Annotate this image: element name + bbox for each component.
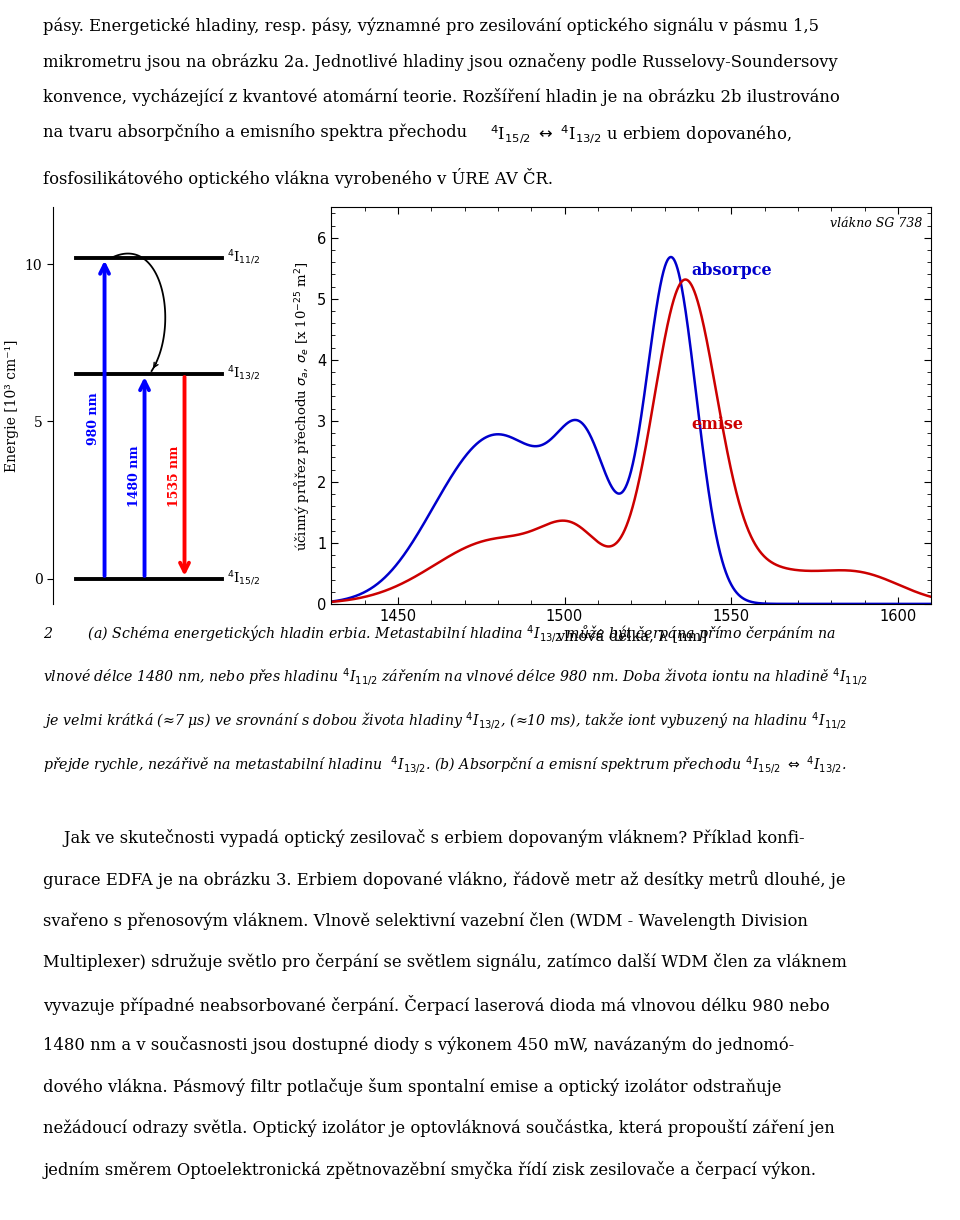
Y-axis label: Energie [10³ cm⁻¹]: Energie [10³ cm⁻¹]	[5, 339, 19, 472]
Text: $^4$I$_{13/2}$: $^4$I$_{13/2}$	[227, 365, 260, 383]
Text: konvence, vycházející z kvantové atomární teorie. Rozšíření hladin je na obrázku: konvence, vycházející z kvantové atomárn…	[43, 88, 840, 106]
Text: vyvazuje případné neabsorbované čerpání. Čerpací laserová dioda má vlnovou délku: vyvazuje případné neabsorbované čerpání.…	[43, 996, 829, 1015]
Text: $^4$I$_{11/2}$: $^4$I$_{11/2}$	[227, 249, 260, 267]
Text: 1535 nm: 1535 nm	[168, 445, 181, 508]
Text: pásy. Energetické hladiny, resp. pásy, významné pro zesilování optického signál: pásy. Energetické hladiny, resp. pásy, v…	[43, 17, 819, 35]
Text: Jak ve skutečnosti vypadá optický zesilovač s erbiem dopovaným vláknem? Příklad : Jak ve skutečnosti vypadá optický zesilo…	[43, 828, 804, 847]
X-axis label: vlnová délka, λ [nm]: vlnová délka, λ [nm]	[556, 630, 707, 643]
Text: nežádoucí odrazy světla. Optický izolátor je optovláknová součástka, která propo: nežádoucí odrazy světla. Optický izoláto…	[43, 1120, 835, 1137]
Text: dového vlákna. Pásmový filtr potlačuje šum spontalní emise a optický izolátor od: dového vlákna. Pásmový filtr potlačuje š…	[43, 1078, 781, 1096]
Text: přejde rychle, nezářivě na metastabilní hladinu  $^4$I$_{13/2}$. (b) Absorpční : přejde rychle, nezářivě na metastabilní …	[43, 754, 847, 776]
Text: fosfosilikátového optického vlákna vyrobeného v ÚRE AV ČR.: fosfosilikátového optického vlákna vyrob…	[43, 168, 553, 188]
Text: Multiplexer) sdružuje světlo pro čerpání se světlem signálu, zatímco další WDM č: Multiplexer) sdružuje světlo pro čerpání…	[43, 954, 847, 971]
Text: vlákno SG 738: vlákno SG 738	[829, 217, 923, 231]
Y-axis label: účinný průřez přechodu $\sigma_a$, $\sigma_e$ [x 10$^{-25}$ m$^2$]: účinný průřez přechodu $\sigma_a$, $\sig…	[293, 261, 311, 550]
Text: 2        (a) Schéma energetických hladin erbia. Metastabilní hladina $^4$I$_{13/: 2 (a) Schéma energetických hladin erbia.…	[43, 623, 836, 645]
Text: $^4$I$_{15/2}$ $\leftrightarrow$ $^4$I$_{13/2}$ u erbiem dopovaného,: $^4$I$_{15/2}$ $\leftrightarrow$ $^4$I$_…	[490, 123, 791, 146]
Text: emise: emise	[691, 416, 743, 433]
Text: vlnové délce 1480 nm, nebo přes hladinu $^4$I$_{11/2}$ zářením na vlnové délce 9: vlnové délce 1480 nm, nebo přes hladinu …	[43, 667, 868, 688]
Text: 1480 nm a v současnosti jsou dostupné diody s výkonem 450 mW, navázaným do jedno: 1480 nm a v současnosti jsou dostupné di…	[43, 1037, 795, 1054]
Text: 1480 nm: 1480 nm	[128, 445, 141, 508]
Text: 980 nm: 980 nm	[87, 392, 101, 444]
Text: absorpce: absorpce	[691, 262, 772, 279]
Text: $^4$I$_{15/2}$: $^4$I$_{15/2}$	[227, 570, 260, 588]
Text: svařeno s přenosovým vláknem. Vlnově selektivní vazební člen (WDM - Wavelength D: svařeno s přenosovým vláknem. Vlnově sel…	[43, 911, 808, 930]
Text: jedním směrem Optoelektronická zpětnovazěbní smyčka řídí zisk zesilovače a čerpa: jedním směrem Optoelektronická zpětnovaz…	[43, 1161, 816, 1179]
Text: je velmi krátká (≈7 μs) ve srovnání s dobou života hladiny $^4$I$_{13/2}$, (≈10 : je velmi krátká (≈7 μs) ve srovnání s do…	[43, 710, 847, 732]
Text: gurace EDFA je na obrázku 3. Erbiem dopované vlákno, řádově metr až desítky metr: gurace EDFA je na obrázku 3. Erbiem dopo…	[43, 870, 846, 889]
Text: mikrometru jsou na obrázku 2a. Jednotlivé hladiny jsou označeny podle Russelovy-: mikrometru jsou na obrázku 2a. Jednotliv…	[43, 52, 838, 71]
Text: na tvaru absorpčního a emisního spektra přechodu: na tvaru absorpčního a emisního spektra…	[43, 123, 472, 142]
